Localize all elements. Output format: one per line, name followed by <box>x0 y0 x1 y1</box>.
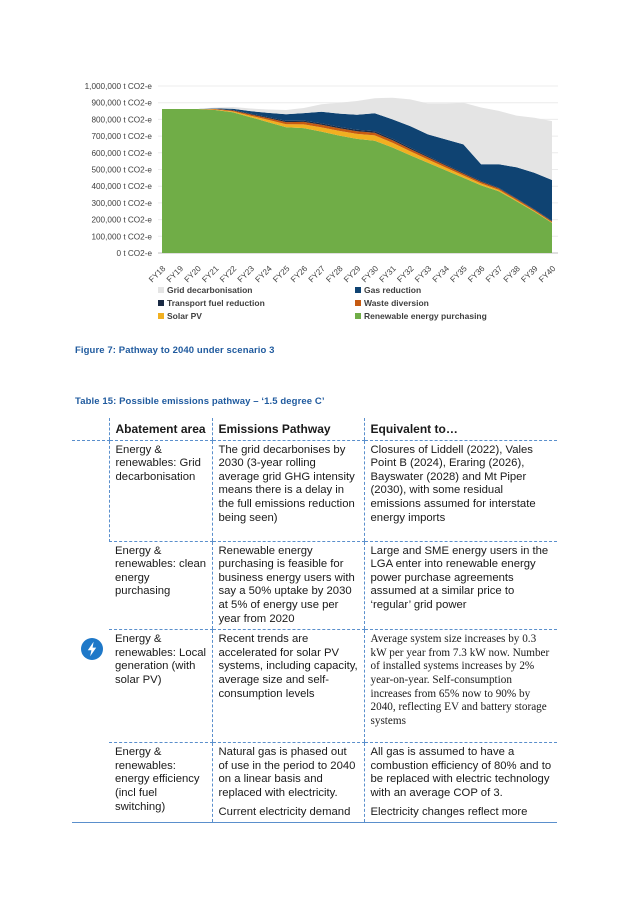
x-tick-label: FY29 <box>342 264 363 285</box>
y-tick-label: 300,000 t CO2-e <box>91 199 152 208</box>
x-tick-label: FY27 <box>307 264 328 285</box>
legend-swatch <box>355 300 361 306</box>
legend-swatch <box>355 313 361 319</box>
y-tick-label: 200,000 t CO2-e <box>91 216 152 225</box>
x-tick-label: FY25 <box>271 264 292 285</box>
legend-label: Solar PV <box>167 311 202 321</box>
header-emissions-pathway: Emissions Pathway <box>211 418 364 441</box>
row-1-equivalent: Closures of Liddell (2022), Vales Point … <box>363 440 557 542</box>
row-2-equivalent: Large and SME energy users in the LGA en… <box>363 541 557 631</box>
icon-cell <box>72 440 109 824</box>
emissions-pathway-chart: 0 t CO2-e 100,000 t CO2-e 200,000 t CO2-e 3… <box>85 82 558 321</box>
x-tick-label: FY18 <box>147 264 168 285</box>
row-1-pathway: The grid decarbonises by 2030 (3-year ro… <box>211 440 364 542</box>
lightning-bolt-icon <box>81 637 103 660</box>
y-axis-ticks: 0 t CO2-e 100,000 t CO2-e 200,000 t CO2-e 3… <box>85 82 153 258</box>
x-tick-label: FY37 <box>484 264 505 285</box>
legend-label: Gas reduction <box>364 285 421 295</box>
row-4-pathway: Natural gas is phased out of use in the … <box>211 742 364 824</box>
legend-swatch <box>158 300 164 306</box>
x-tick-label: FY36 <box>466 264 487 285</box>
table-row: Energy & renewables: Grid decarbonisatio… <box>72 440 557 824</box>
area-transport-fuel-reduction <box>162 108 552 222</box>
legend-swatch <box>158 287 164 293</box>
y-tick-label: 1,000,000 t CO2-e <box>85 82 153 91</box>
x-tick-label: FY32 <box>395 264 416 285</box>
y-tick-label: 100,000 t CO2-e <box>91 232 152 241</box>
x-tick-label: FY20 <box>183 264 204 285</box>
x-tick-label: FY26 <box>289 264 310 285</box>
x-tick-label: FY38 <box>502 264 523 285</box>
x-tick-label: FY24 <box>254 264 275 285</box>
row-1-area: Energy & renewables: Grid decarbonisatio… <box>108 440 212 542</box>
area-renewable-energy-purchasing <box>162 109 552 253</box>
row-4-pathway-continued: Current electricity demand <box>218 805 351 818</box>
x-tick-label: FY19 <box>165 264 186 285</box>
row-3-area: Energy & renewables: Local generation (w… <box>109 629 212 744</box>
table-row: Energy & renewables: clean energy purcha… <box>72 541 557 631</box>
row-2-pathway: Renewable energy purchasing is feasible … <box>211 541 364 631</box>
row-4-pathway-text: Natural gas is phased out of use in the … <box>218 746 356 799</box>
chart-legend: Grid decarbonisation Gas reduction Transpo… <box>158 285 487 321</box>
header-abatement-area: Abatement area <box>108 418 212 441</box>
y-tick-label: 700,000 t CO2-e <box>91 132 152 141</box>
y-tick-label: 0 t CO2-e <box>117 249 153 258</box>
row-3-equivalent: Average system size increases by 0.3 kW … <box>363 629 557 744</box>
table-header-row: Abatement area Emissions Pathway Equival… <box>72 418 557 441</box>
x-tick-label: FY21 <box>200 264 221 285</box>
x-tick-label: FY23 <box>236 264 257 285</box>
row-4-equivalent-continued: Electricity changes reflect more <box>370 805 528 818</box>
icon-column-header <box>72 418 109 441</box>
x-tick-label: FY40 <box>537 264 558 285</box>
chart-areas <box>162 97 552 253</box>
legend-swatch <box>158 313 164 319</box>
x-tick-label: FY35 <box>449 264 470 285</box>
emissions-pathway-table: Abatement area Emissions Pathway Equival… <box>72 418 557 824</box>
area-grid-decarbonisation <box>162 97 552 180</box>
table-caption: Table 15: Possible emissions pathway – ‘… <box>75 396 325 407</box>
area-gas-reduction <box>162 108 552 221</box>
figure-caption: Figure 7: Pathway to 2040 under scenario… <box>75 345 275 356</box>
header-equivalent-to: Equivalent to… <box>363 418 557 441</box>
legend-swatch <box>355 287 361 293</box>
x-tick-label: FY28 <box>324 264 345 285</box>
legend-label: Grid decarbonisation <box>167 285 253 295</box>
legend-label: Renewable energy purchasing <box>364 311 487 321</box>
x-axis-ticks: FY18FY19FY20FY21FY22FY23FY24FY25FY26FY27… <box>147 264 558 285</box>
row-4-equivalent-text: All gas is assumed to have a combustion … <box>370 746 552 799</box>
legend-label: Waste diversion <box>364 298 429 308</box>
row-2-area: Energy & renewables: clean energy purcha… <box>109 541 212 631</box>
x-tick-label: FY39 <box>519 264 540 285</box>
x-tick-label: FY22 <box>218 264 239 285</box>
x-tick-label: FY31 <box>378 264 399 285</box>
y-tick-label: 400,000 t CO2-e <box>91 182 152 191</box>
y-tick-label: 800,000 t CO2-e <box>91 115 152 124</box>
y-tick-label: 600,000 t CO2-e <box>91 149 152 158</box>
area-waste-diversion <box>162 109 552 223</box>
y-tick-label: 900,000 t CO2-e <box>91 99 152 108</box>
table-row: Energy & renewables: Local generation (w… <box>72 629 557 744</box>
x-tick-label: FY33 <box>413 264 434 285</box>
x-tick-label: FY34 <box>431 264 452 285</box>
row-3-pathway: Recent trends are accelerated for solar … <box>211 629 364 744</box>
legend-label: Transport fuel reduction <box>167 298 265 308</box>
table-row: Energy & renewables: energy efficiency (… <box>72 742 557 824</box>
row-4-equivalent: All gas is assumed to have a combustion … <box>363 742 557 824</box>
x-tick-label: FY30 <box>360 264 381 285</box>
row-4-area: Energy & renewables: energy efficiency (… <box>109 742 212 824</box>
y-tick-label: 500,000 t CO2-e <box>91 166 152 175</box>
